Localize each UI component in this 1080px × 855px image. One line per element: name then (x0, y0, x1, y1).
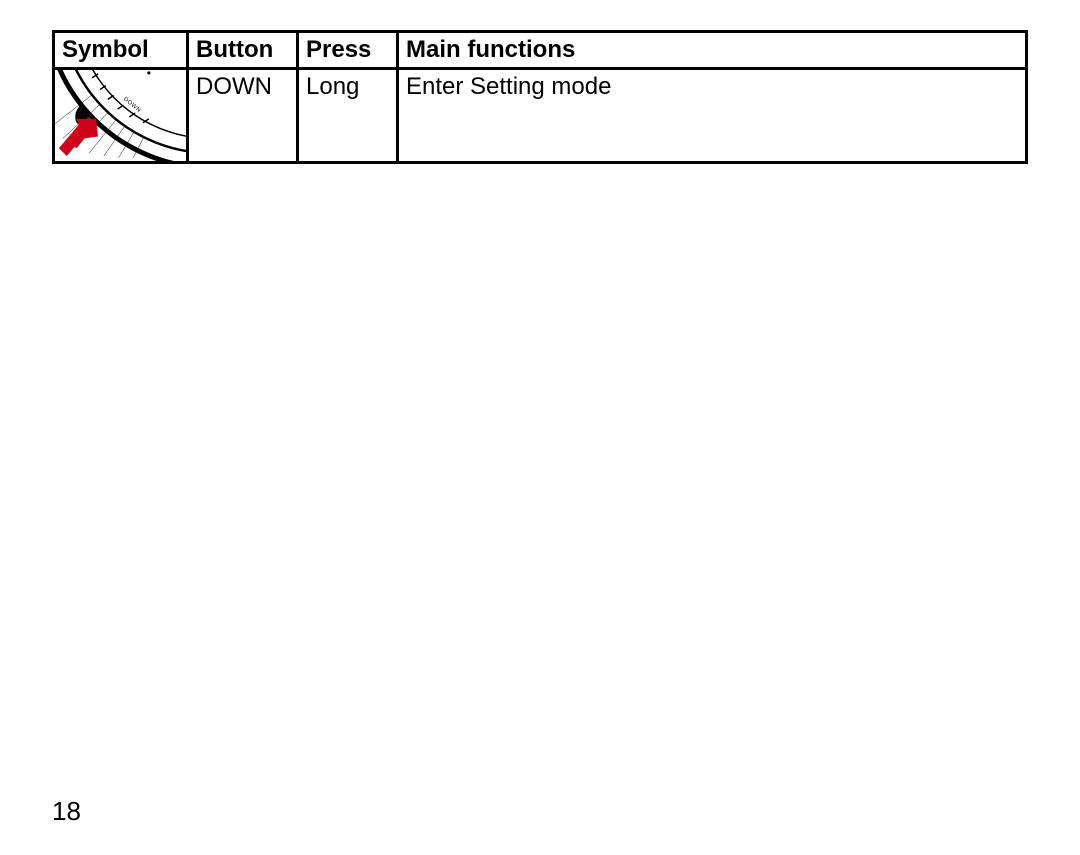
cell-symbol: DOWN (54, 69, 188, 163)
cell-button: DOWN (188, 69, 298, 163)
col-header-functions: Main functions (398, 32, 1027, 69)
col-header-press: Press (298, 32, 398, 69)
col-header-symbol: Symbol (54, 32, 188, 69)
page-number: 18 (52, 796, 81, 827)
button-functions-table: Symbol Button Press Main functions (52, 30, 1028, 164)
cell-functions: Enter Setting mode (398, 69, 1027, 163)
cell-press: Long (298, 69, 398, 163)
col-header-button: Button (188, 32, 298, 69)
table-header-row: Symbol Button Press Main functions (54, 32, 1027, 69)
table-row: DOWN DOWN Long Enter Setting mode (54, 69, 1027, 163)
watch-down-button-icon: DOWN (55, 70, 186, 161)
